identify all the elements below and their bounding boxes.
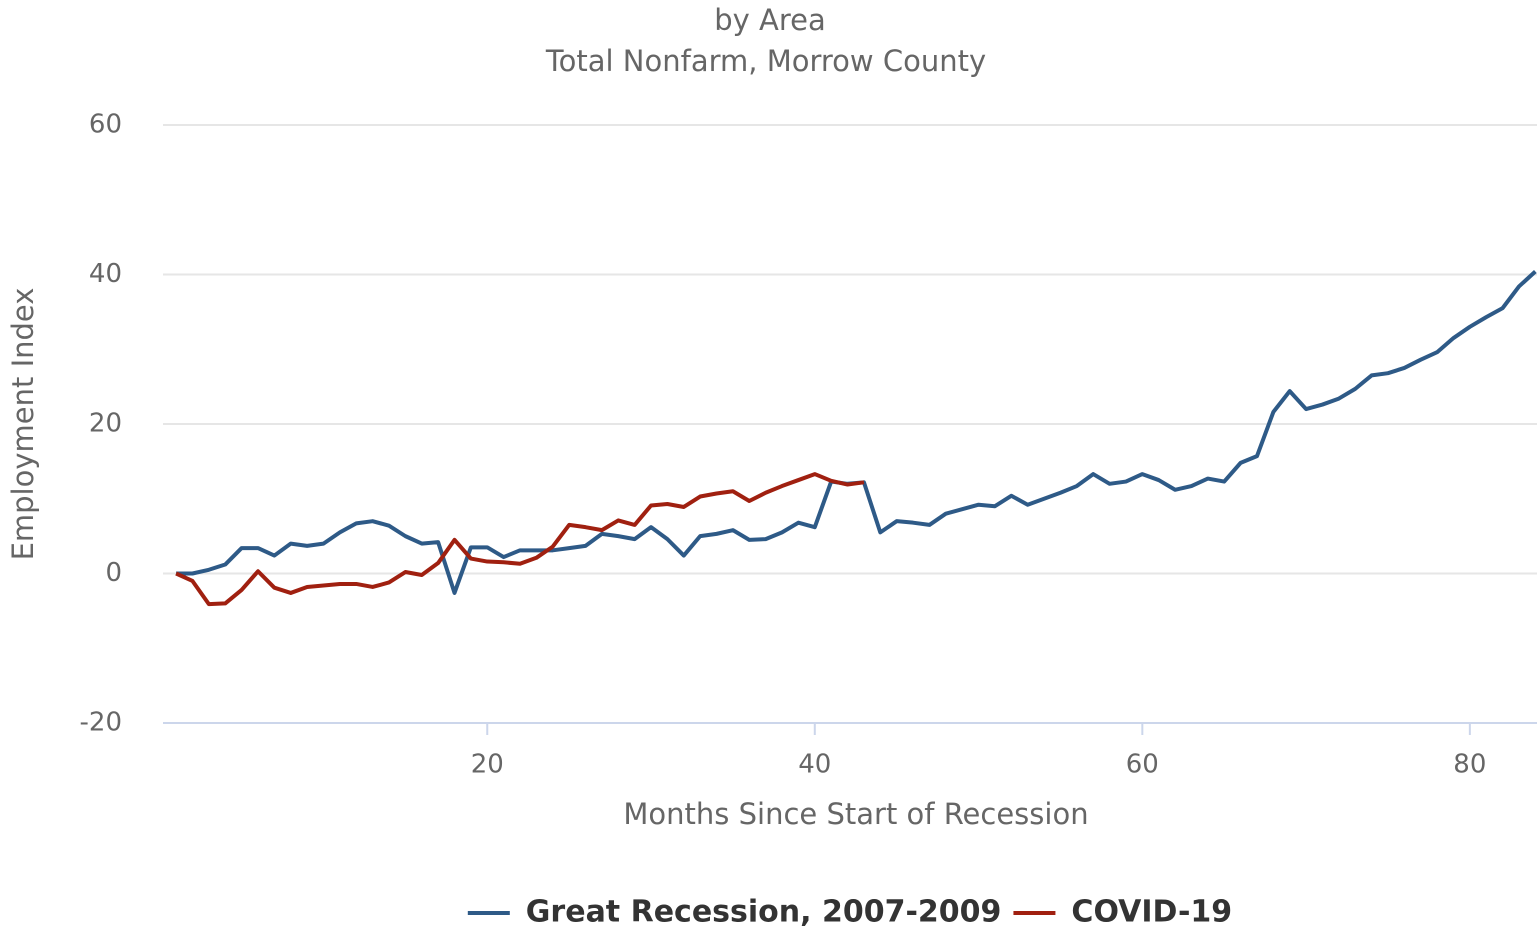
y-tick-label: 60 xyxy=(89,110,122,140)
x-tick-label: 20 xyxy=(471,750,504,780)
y-tick-label: 20 xyxy=(89,409,122,439)
y-tick-label: -20 xyxy=(80,708,122,738)
y-tick-label: 0 xyxy=(105,558,122,588)
x-axis-title: Months Since Start of Recession xyxy=(623,797,1088,831)
legend-label: Great Recession, 2007-2009 xyxy=(526,895,1002,930)
chart-title: by Area xyxy=(714,3,826,37)
chart-subtitle: Total Nonfarm, Morrow County xyxy=(545,44,986,78)
x-tick-label: 40 xyxy=(798,750,831,780)
series-line xyxy=(176,270,1537,595)
x-tick-label: 80 xyxy=(1453,750,1486,780)
x-tick-label: 60 xyxy=(1126,750,1159,780)
series-line xyxy=(175,472,865,607)
y-tick-label: 40 xyxy=(89,259,122,289)
y-axis-title: Employment Index xyxy=(6,288,40,561)
legend-label: COVID-19 xyxy=(1071,895,1232,930)
